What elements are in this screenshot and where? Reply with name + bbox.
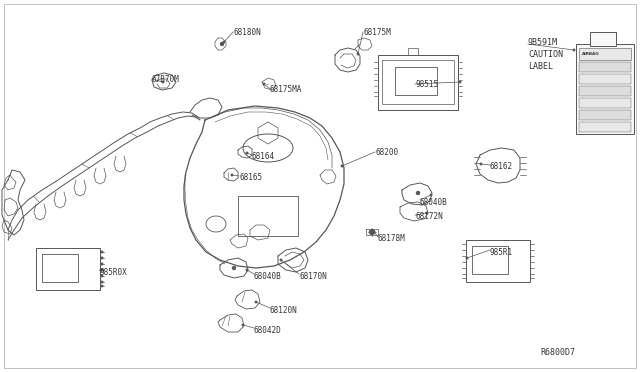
Text: 68175MA: 68175MA <box>270 85 302 94</box>
Ellipse shape <box>162 81 164 83</box>
Bar <box>579 62 631 72</box>
Bar <box>579 98 631 108</box>
Ellipse shape <box>459 81 461 83</box>
Text: 68178M: 68178M <box>378 234 406 243</box>
Text: 68180N: 68180N <box>233 28 260 37</box>
Ellipse shape <box>430 194 432 196</box>
Ellipse shape <box>357 53 359 55</box>
Text: R6800D7: R6800D7 <box>540 348 575 357</box>
Ellipse shape <box>466 257 468 259</box>
Ellipse shape <box>255 301 257 303</box>
Text: 68175M: 68175M <box>363 28 391 37</box>
Ellipse shape <box>101 263 103 265</box>
Ellipse shape <box>263 83 265 85</box>
Ellipse shape <box>426 212 428 214</box>
Bar <box>238 196 298 236</box>
Text: 985R0X: 985R0X <box>99 268 127 277</box>
Ellipse shape <box>372 231 375 233</box>
Bar <box>579 110 631 120</box>
Ellipse shape <box>101 285 103 287</box>
Ellipse shape <box>101 251 103 253</box>
Ellipse shape <box>341 165 343 167</box>
Ellipse shape <box>246 269 248 271</box>
Text: 68170N: 68170N <box>299 272 327 281</box>
Ellipse shape <box>100 269 102 271</box>
Text: 68040B: 68040B <box>420 198 448 207</box>
Text: 68042D: 68042D <box>254 326 282 335</box>
Bar <box>472 246 508 274</box>
Ellipse shape <box>573 49 575 51</box>
Ellipse shape <box>220 42 224 46</box>
Ellipse shape <box>242 324 244 326</box>
Bar <box>579 86 631 96</box>
Text: LABEL: LABEL <box>528 62 553 71</box>
Ellipse shape <box>246 152 248 154</box>
Bar <box>579 74 631 84</box>
Bar <box>382 60 454 104</box>
Text: 68200: 68200 <box>375 148 398 157</box>
Text: 98515: 98515 <box>415 80 438 89</box>
Bar <box>466 240 530 282</box>
Bar <box>36 248 100 290</box>
Ellipse shape <box>101 269 103 271</box>
Bar <box>395 67 437 95</box>
Text: 68162: 68162 <box>490 162 513 171</box>
Ellipse shape <box>101 257 103 259</box>
Text: 68120N: 68120N <box>270 306 298 315</box>
Text: 68040B: 68040B <box>254 272 282 281</box>
Bar <box>579 48 631 60</box>
Bar <box>590 32 616 46</box>
Bar <box>579 122 631 132</box>
Ellipse shape <box>280 259 282 261</box>
Text: AIRBAG: AIRBAG <box>582 52 600 56</box>
Ellipse shape <box>232 266 236 270</box>
Text: 985R1: 985R1 <box>490 248 513 257</box>
Ellipse shape <box>101 281 103 283</box>
Ellipse shape <box>480 163 482 165</box>
Text: 67B70M: 67B70M <box>152 75 180 84</box>
Ellipse shape <box>416 191 420 195</box>
Ellipse shape <box>231 174 233 176</box>
Text: 9B591M: 9B591M <box>528 38 558 47</box>
Bar <box>42 254 78 282</box>
Text: 68164: 68164 <box>252 152 275 161</box>
Bar <box>576 44 634 134</box>
Ellipse shape <box>223 41 225 43</box>
Ellipse shape <box>369 229 375 235</box>
Text: 68165: 68165 <box>239 173 262 182</box>
Bar <box>378 55 458 110</box>
Text: CAUTION: CAUTION <box>528 50 563 59</box>
Ellipse shape <box>101 275 103 277</box>
Text: 68172N: 68172N <box>415 212 443 221</box>
